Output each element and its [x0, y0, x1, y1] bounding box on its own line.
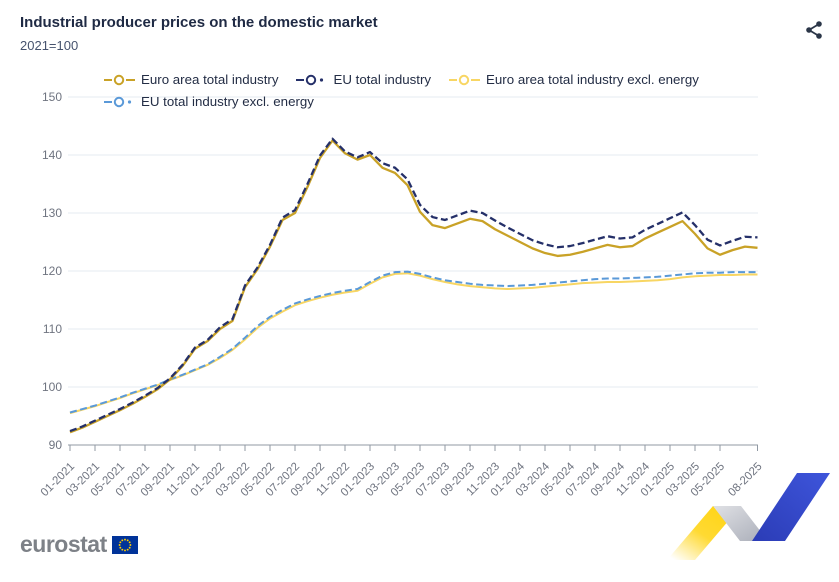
legend-marker-icon: [449, 74, 481, 85]
y-axis: 90 100 110 120 130 140 150: [42, 90, 758, 452]
legend-marker-icon: [104, 96, 132, 107]
legend-marker-icon: [104, 74, 135, 85]
legend-item-0[interactable]: Euro area total industry: [104, 72, 278, 87]
svg-text:90: 90: [49, 438, 63, 452]
svg-text:150: 150: [42, 90, 62, 104]
eurostat-logo-text: eurostat: [20, 531, 107, 557]
series-line-3: [69, 270, 758, 414]
legend-item-label: EU total industry excl. energy: [141, 94, 314, 109]
chart-subtitle: 2021=100: [20, 38, 79, 53]
legend-item-1[interactable]: EU total industry: [296, 72, 431, 87]
series-line-1: [69, 137, 758, 433]
svg-text:100: 100: [42, 380, 62, 394]
legend-item-2[interactable]: Euro area total industry excl. energy: [449, 72, 699, 87]
legend-item-label: Euro area total industry excl. energy: [486, 72, 699, 87]
chart-title: Industrial producer prices on the domest…: [20, 14, 378, 31]
eurostat-logo: eurostat: [20, 533, 138, 556]
legend-item-3[interactable]: EU total industry excl. energy: [104, 94, 314, 109]
share-button[interactable]: [801, 18, 827, 44]
series-line-2: [69, 272, 758, 415]
series-line-0: [69, 139, 758, 434]
decorative-ribbon: [667, 473, 830, 560]
svg-text:130: 130: [42, 206, 62, 220]
legend: Euro area total industry EU total industr…: [104, 72, 804, 109]
share-nodes-icon: [806, 20, 822, 39]
svg-text:110: 110: [43, 322, 62, 336]
svg-text:140: 140: [42, 148, 62, 162]
legend-item-label: Euro area total industry: [141, 72, 279, 87]
eu-flag-icon: [111, 535, 138, 554]
legend-item-label: EU total industry: [333, 72, 432, 87]
svg-text:120: 120: [42, 264, 62, 278]
legend-marker-icon: [296, 74, 324, 85]
